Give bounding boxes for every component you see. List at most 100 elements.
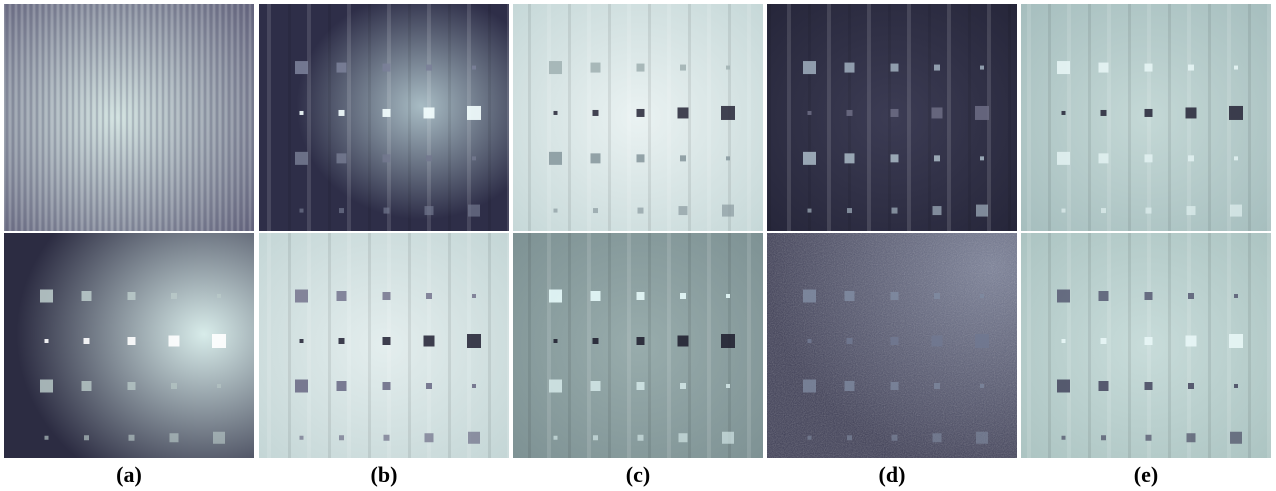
image-square bbox=[468, 204, 480, 217]
image-square bbox=[803, 289, 816, 303]
image-square bbox=[1188, 293, 1194, 299]
image-square bbox=[1057, 289, 1070, 303]
image-square bbox=[590, 153, 601, 164]
image-square bbox=[426, 64, 432, 71]
image-square bbox=[1144, 63, 1153, 72]
image-square bbox=[844, 291, 855, 301]
image-square bbox=[295, 379, 308, 393]
image-square bbox=[593, 435, 598, 441]
image-square bbox=[1101, 208, 1106, 214]
image-square bbox=[636, 108, 645, 117]
image-square bbox=[934, 293, 940, 299]
panel-label: (e) bbox=[1134, 462, 1158, 487]
image-square bbox=[1098, 62, 1109, 73]
image-square bbox=[680, 383, 686, 389]
image-square bbox=[426, 293, 432, 299]
image-panel bbox=[259, 233, 509, 458]
image-square bbox=[467, 334, 481, 348]
image-square bbox=[336, 153, 347, 164]
image-square bbox=[1098, 291, 1109, 301]
image-square bbox=[980, 65, 984, 70]
image-square bbox=[637, 207, 644, 214]
image-square bbox=[592, 338, 599, 344]
image-square bbox=[1144, 108, 1153, 117]
image-square bbox=[1061, 110, 1066, 115]
image-square bbox=[472, 294, 476, 298]
image-square bbox=[1186, 433, 1196, 443]
image-square bbox=[44, 435, 49, 440]
image-square bbox=[678, 206, 688, 216]
image-square bbox=[171, 293, 177, 299]
image-square bbox=[295, 61, 308, 75]
image-square bbox=[1098, 153, 1109, 164]
image-square bbox=[424, 433, 434, 443]
image-square bbox=[1061, 339, 1066, 343]
image-square bbox=[890, 108, 899, 117]
image-square bbox=[721, 105, 735, 120]
image-panel bbox=[767, 4, 1017, 231]
panel-label: (a) bbox=[116, 462, 142, 487]
image-square bbox=[383, 207, 390, 214]
image-square bbox=[44, 339, 49, 343]
image-square bbox=[1145, 207, 1152, 214]
image-square bbox=[336, 62, 347, 73]
image-square bbox=[592, 109, 599, 116]
image-square bbox=[890, 337, 899, 345]
image-square bbox=[975, 105, 989, 120]
image-square bbox=[472, 384, 476, 388]
image-square bbox=[636, 154, 645, 163]
image-square bbox=[1230, 204, 1242, 217]
image-panel bbox=[4, 4, 254, 231]
image-square bbox=[382, 292, 391, 300]
image-square bbox=[636, 63, 645, 72]
image-square bbox=[636, 337, 645, 345]
image-square bbox=[593, 208, 598, 214]
image-panel bbox=[767, 233, 1017, 458]
image-square bbox=[382, 337, 391, 345]
image-square bbox=[40, 289, 53, 303]
image-square bbox=[980, 384, 984, 388]
image-texture bbox=[4, 4, 254, 231]
image-square bbox=[976, 204, 988, 217]
panel-label: (d) bbox=[879, 462, 906, 487]
image-square bbox=[677, 107, 689, 119]
image-square bbox=[636, 382, 645, 390]
image-square bbox=[722, 431, 734, 444]
image-square bbox=[382, 63, 391, 72]
image-square bbox=[934, 155, 940, 162]
image-panel bbox=[1021, 4, 1271, 231]
image-square bbox=[807, 110, 812, 115]
image-square bbox=[590, 291, 601, 301]
image-square bbox=[549, 379, 562, 393]
image-square bbox=[891, 434, 898, 441]
image-square bbox=[1144, 292, 1153, 300]
image-square bbox=[467, 105, 481, 120]
image-square bbox=[1144, 337, 1153, 345]
image-square bbox=[847, 208, 852, 214]
image-square bbox=[590, 62, 601, 73]
image-square bbox=[40, 379, 53, 393]
image-square bbox=[1061, 435, 1066, 440]
image-square bbox=[890, 382, 899, 390]
image-square bbox=[299, 110, 304, 115]
image-square bbox=[472, 65, 476, 70]
image-square bbox=[976, 431, 988, 444]
image-square bbox=[1098, 381, 1109, 391]
image-square bbox=[339, 435, 344, 441]
image-square bbox=[726, 384, 730, 388]
image-square bbox=[932, 206, 942, 216]
image-square bbox=[980, 294, 984, 298]
image-square bbox=[553, 339, 558, 343]
image-square bbox=[890, 63, 899, 72]
image-square bbox=[803, 61, 816, 75]
image-square bbox=[931, 107, 943, 119]
image-square bbox=[1229, 334, 1243, 348]
image-square bbox=[299, 435, 304, 440]
image-square bbox=[423, 335, 435, 347]
image-square bbox=[726, 156, 730, 161]
image-square bbox=[680, 155, 686, 162]
image-square bbox=[891, 207, 898, 214]
image-square bbox=[168, 335, 180, 347]
image-square bbox=[336, 291, 347, 301]
image-square bbox=[549, 151, 562, 165]
